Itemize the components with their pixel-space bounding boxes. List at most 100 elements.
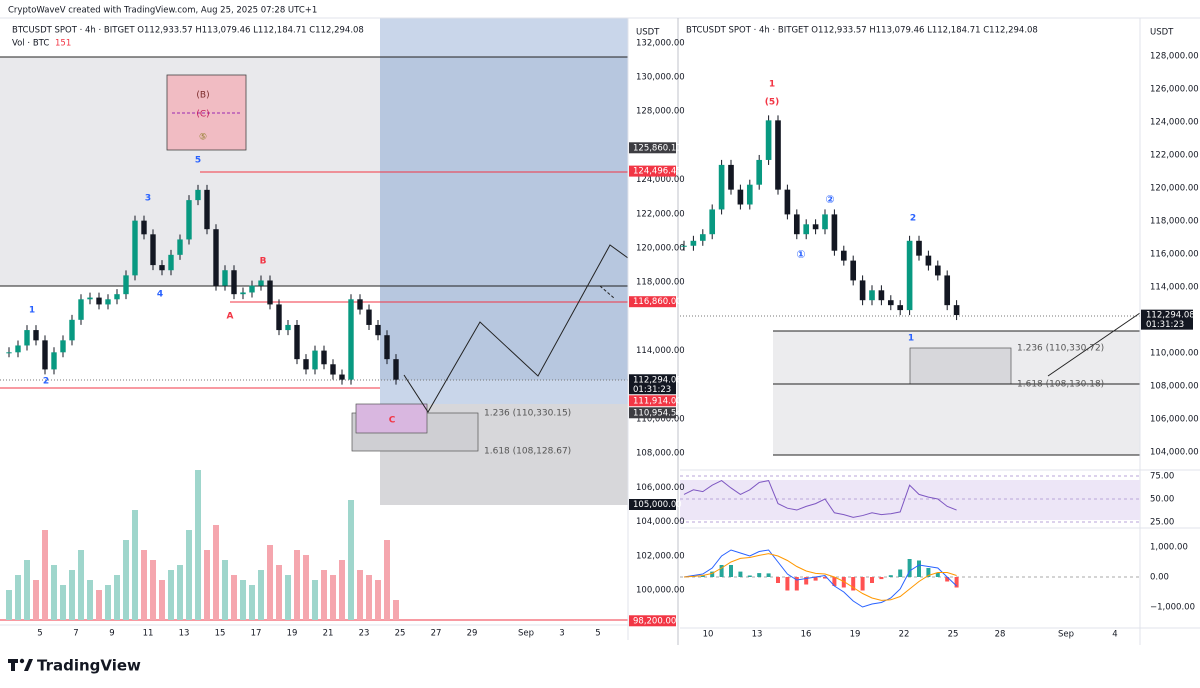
y-tick-label: 102,000.00 — [636, 551, 685, 561]
y-tick-label: 0.00 — [1150, 573, 1169, 583]
x-tick-label: 23 — [359, 629, 370, 639]
y-tick-label: 106,000.00 — [636, 483, 685, 493]
volume-bar — [123, 540, 129, 620]
macd-histogram — [935, 572, 940, 577]
volume-bar — [285, 575, 291, 620]
macd-histogram — [907, 559, 912, 577]
candle — [887, 300, 894, 306]
candle — [765, 120, 772, 160]
candle — [709, 209, 716, 235]
macd-histogram — [945, 577, 950, 582]
candle — [718, 164, 725, 210]
y-tick-label: −1,000.00 — [1150, 603, 1195, 613]
brand: TradingView — [37, 657, 141, 675]
price-tag-label: 124,496.45 — [633, 167, 682, 177]
candle — [258, 280, 264, 286]
macd-histogram — [804, 577, 809, 585]
candle — [321, 350, 327, 365]
volume-bar — [222, 560, 228, 620]
price-tag-time: 01:31:23 — [1146, 320, 1184, 330]
macd-histogram — [841, 577, 846, 588]
projection-path — [403, 244, 629, 413]
macd-histogram — [719, 565, 724, 577]
credit: CryptoWaveV created with TradingView.com… — [8, 6, 317, 16]
candle — [869, 290, 875, 301]
box-label: (C) — [196, 110, 209, 120]
candle — [105, 299, 111, 305]
volume-value: 151 — [55, 39, 71, 49]
volume-bar — [6, 590, 12, 620]
price-tag-time: 01:31:23 — [633, 385, 671, 395]
y-tick-label: 108,000.00 — [1150, 382, 1199, 392]
price-tag-label: 111,914.00 — [633, 396, 682, 406]
macd-histogram — [823, 577, 827, 579]
y-tick-label: 106,000.00 — [1150, 415, 1199, 425]
price-tag-label: 110,954.54 — [633, 408, 682, 418]
volume-bar — [15, 575, 21, 620]
macd-histogram — [729, 565, 733, 577]
candle — [312, 350, 318, 370]
price-tag — [629, 407, 676, 419]
wave-label: 5 — [195, 156, 201, 166]
candle — [240, 292, 246, 295]
projection-zone-inner — [380, 57, 628, 380]
y-tick-label: 104,000.00 — [636, 517, 685, 527]
y-tick-label: 25.00 — [1150, 518, 1174, 528]
y-tick-label: 132,000.00 — [636, 38, 685, 48]
candle — [840, 250, 847, 261]
candle — [114, 294, 120, 300]
candle — [69, 319, 75, 341]
candle — [728, 164, 734, 190]
volume-bar — [312, 580, 318, 620]
price-tag-label: 105,000.00 — [633, 500, 682, 510]
x-tick-label: 9 — [109, 629, 114, 639]
y-tick-label: 114,000.00 — [636, 346, 685, 356]
y-tick-label: 104,000.00 — [1150, 448, 1199, 458]
macd-histogram — [794, 577, 799, 591]
macd-histogram — [879, 577, 884, 580]
volume-bar — [195, 470, 201, 620]
candle — [285, 324, 291, 331]
y-tick-label: 130,000.00 — [636, 73, 685, 83]
fib-label: 1.618 (108,130.18) — [1017, 380, 1104, 390]
candle — [33, 330, 39, 341]
candle — [24, 330, 30, 346]
macd-histogram — [710, 571, 715, 577]
volume-bar — [393, 600, 399, 620]
wave-label: A — [227, 312, 234, 322]
rsi-line — [683, 480, 957, 518]
macd-histogram — [747, 575, 752, 577]
symbol-line: BTCUSDT SPOT · 4h · BITGET O112,933.57 H… — [686, 26, 1038, 36]
y-tick-label: 128,000.00 — [1150, 52, 1199, 62]
candle — [699, 234, 706, 241]
wave-label: ② — [825, 193, 834, 206]
candle — [42, 340, 48, 370]
currency: USDT — [1150, 28, 1174, 38]
candle — [784, 189, 791, 215]
candle — [953, 305, 960, 316]
volume-bar — [150, 560, 156, 620]
x-tick-label: 10 — [703, 630, 714, 640]
y-tick-label: 128,000.00 — [636, 107, 685, 117]
macd-histogram — [926, 568, 931, 577]
volume-bar — [258, 570, 264, 620]
y-tick-label: 122,000.00 — [636, 209, 685, 219]
candle — [168, 254, 174, 271]
y-tick-label: 50.00 — [1150, 495, 1174, 505]
wave-label: 1 — [769, 80, 775, 90]
x-tick-label: 5 — [595, 629, 600, 639]
volume-bar — [177, 565, 183, 620]
candle — [195, 189, 201, 201]
y-tick-label: 1,000.00 — [1150, 543, 1188, 553]
x-tick-label: 25 — [395, 629, 406, 639]
volume-bar — [141, 550, 147, 620]
price-tag-label: 116,860.00 — [633, 297, 682, 307]
candle — [775, 120, 781, 190]
volume-bar — [231, 575, 237, 620]
wave-label: 2 — [43, 377, 49, 387]
candle — [204, 189, 210, 230]
volume-bar — [213, 525, 219, 620]
logo — [8, 658, 33, 671]
candle — [906, 240, 913, 311]
candle — [859, 280, 866, 301]
